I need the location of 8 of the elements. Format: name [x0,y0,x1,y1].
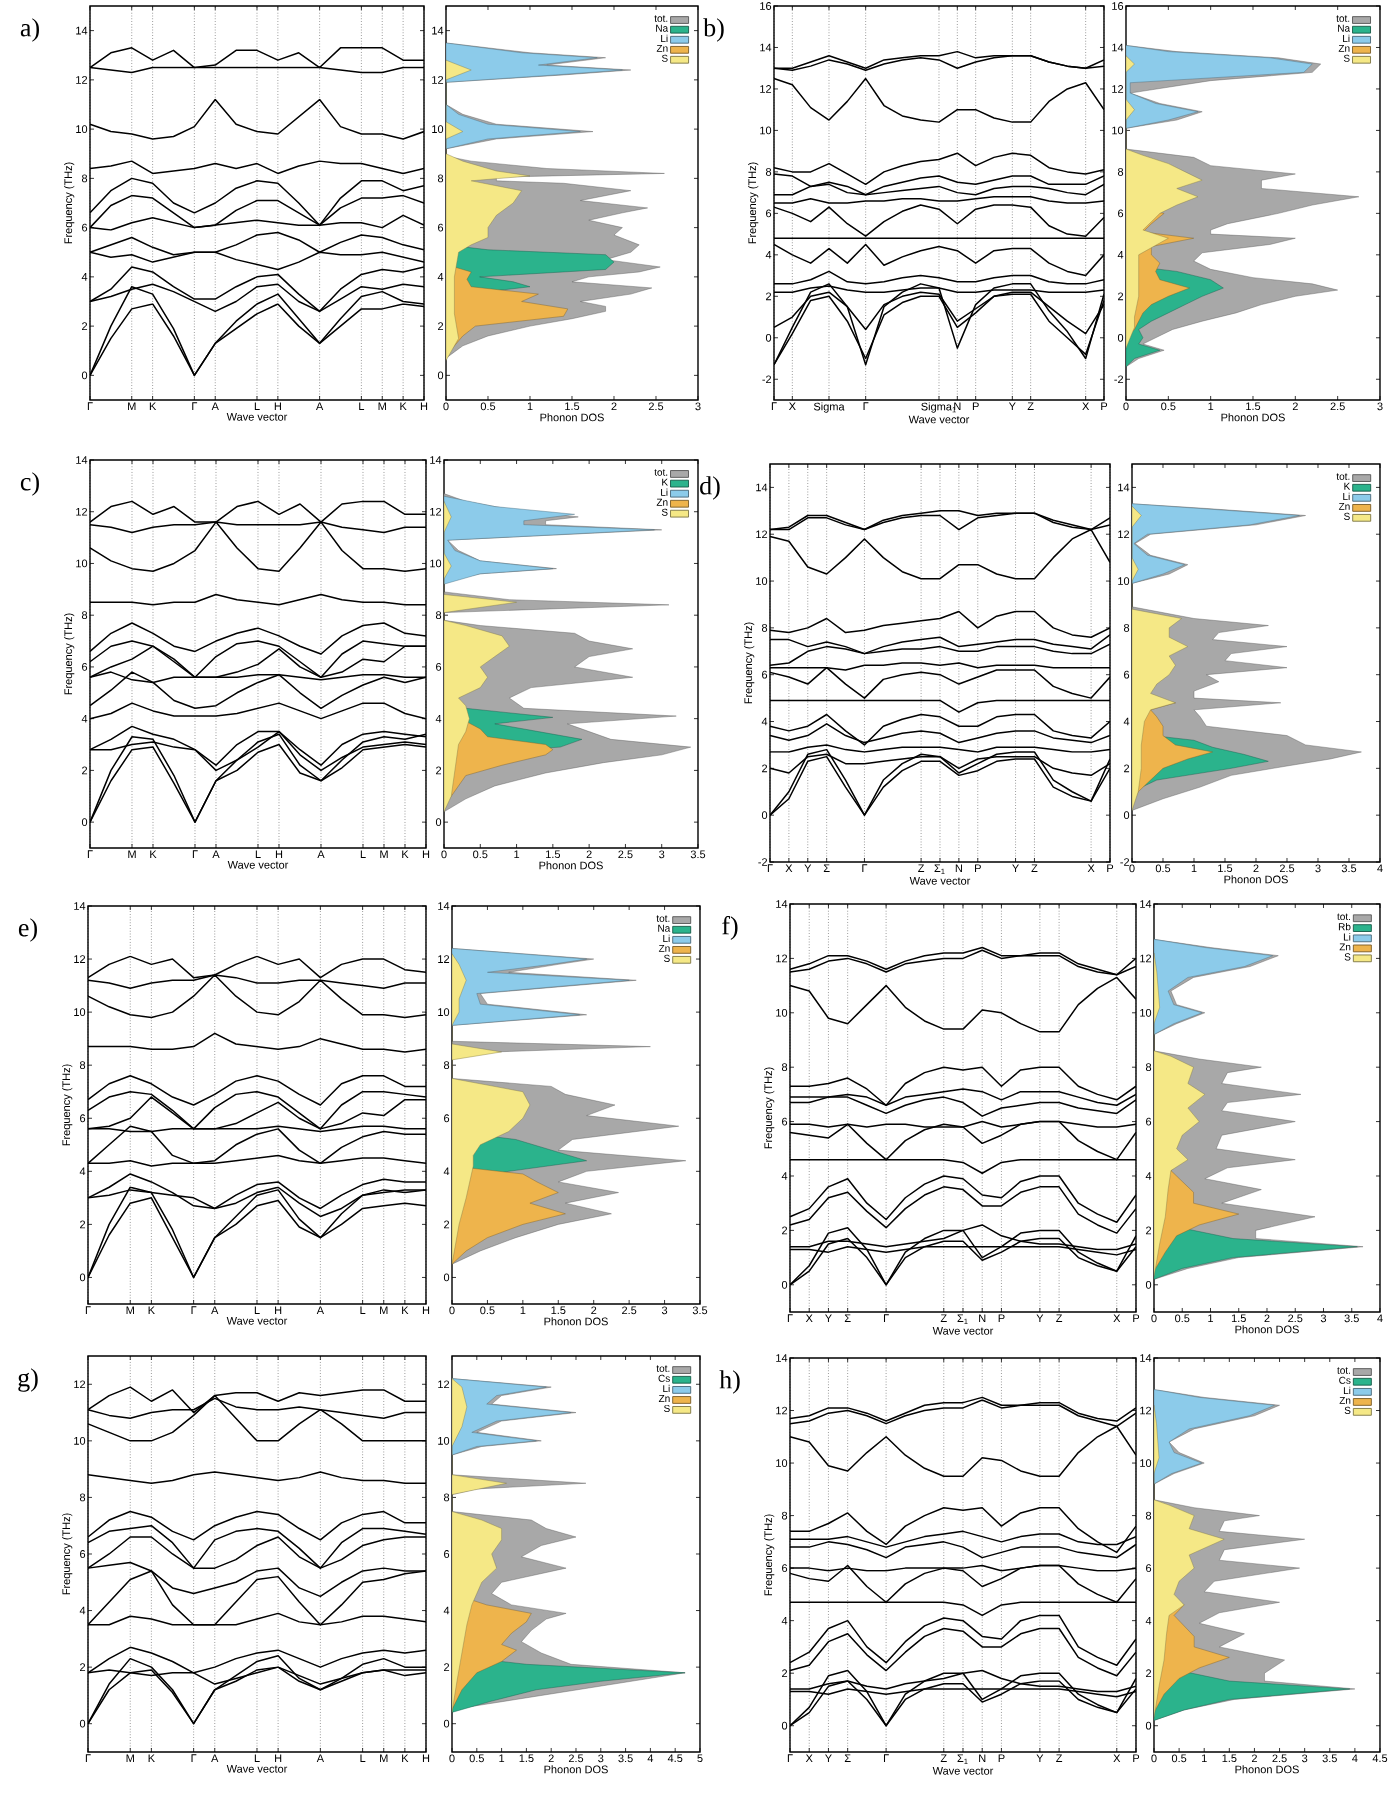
chart-title: f) [722,916,738,940]
chart-title: g) [18,1368,38,1392]
chart-title: d) [700,476,720,500]
chart-title: c) [20,472,39,496]
chart-title: b) [703,18,724,42]
chart-title: h) [719,1370,740,1394]
chart-title: e) [18,918,37,942]
chart-title: a) [20,18,39,42]
